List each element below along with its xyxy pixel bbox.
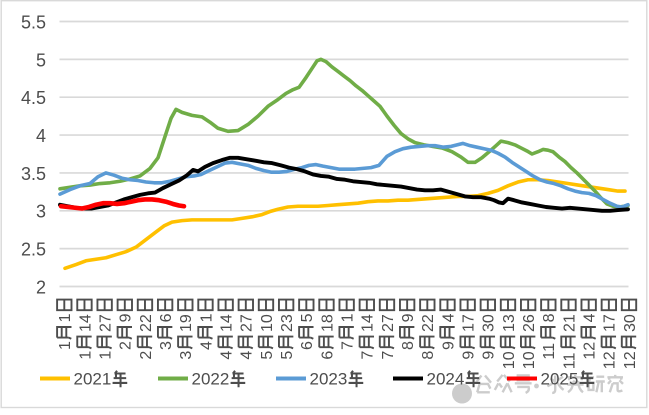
svg-text:3.5: 3.5: [21, 164, 46, 184]
svg-text:30: 30: [481, 314, 498, 332]
svg-text:3: 3: [36, 202, 46, 222]
svg-text:12: 12: [581, 342, 598, 360]
svg-text:2025: 2025: [541, 369, 579, 388]
svg-text:5: 5: [279, 351, 296, 360]
svg-text:5: 5: [259, 351, 276, 360]
svg-text:17: 17: [460, 314, 477, 332]
svg-text:12: 12: [602, 351, 619, 369]
svg-text:9: 9: [460, 351, 477, 360]
svg-text:8: 8: [420, 351, 437, 360]
svg-text:4: 4: [581, 313, 598, 322]
svg-text:7: 7: [360, 351, 377, 360]
svg-text:5: 5: [299, 313, 316, 322]
svg-text:27: 27: [239, 314, 256, 332]
svg-text:1: 1: [57, 313, 74, 322]
svg-text:1: 1: [339, 313, 356, 322]
svg-text:13: 13: [501, 314, 518, 332]
svg-text:3: 3: [158, 341, 175, 350]
svg-text:19: 19: [178, 314, 195, 332]
svg-text:4: 4: [36, 126, 46, 146]
svg-text:2.5: 2.5: [21, 240, 46, 260]
svg-text:18: 18: [319, 314, 336, 332]
svg-text:7: 7: [339, 341, 356, 350]
svg-text:4.5: 4.5: [21, 88, 46, 108]
svg-text:6: 6: [319, 351, 336, 360]
svg-text:12: 12: [622, 351, 639, 369]
svg-text:8: 8: [541, 313, 558, 322]
svg-text:1: 1: [97, 351, 114, 360]
svg-text:1: 1: [198, 313, 215, 322]
svg-text:27: 27: [97, 314, 114, 332]
svg-text:7: 7: [380, 351, 397, 360]
svg-text:4: 4: [198, 341, 215, 350]
svg-text:22: 22: [138, 314, 155, 332]
svg-text:2: 2: [118, 341, 135, 350]
svg-text:27: 27: [380, 314, 397, 332]
svg-text:11: 11: [561, 352, 578, 369]
svg-text:8: 8: [400, 341, 417, 350]
svg-text:6: 6: [299, 341, 316, 350]
svg-text:9: 9: [440, 341, 457, 350]
svg-text:22: 22: [420, 314, 437, 332]
svg-text:17: 17: [602, 314, 619, 332]
svg-text:23: 23: [279, 314, 296, 332]
svg-text:4: 4: [440, 313, 457, 322]
svg-text:10: 10: [259, 314, 276, 332]
svg-text:21: 21: [561, 314, 578, 332]
svg-text:6: 6: [158, 313, 175, 322]
svg-text:2021: 2021: [74, 369, 112, 388]
svg-text:2: 2: [36, 277, 46, 297]
svg-text:2022: 2022: [192, 369, 230, 388]
svg-text:4: 4: [239, 351, 256, 360]
svg-text:5: 5: [36, 50, 46, 70]
svg-text:9: 9: [118, 313, 135, 322]
svg-text:11: 11: [541, 343, 558, 360]
svg-text:4: 4: [218, 351, 235, 360]
svg-text:10: 10: [501, 351, 518, 369]
svg-text:30: 30: [622, 314, 639, 332]
svg-text:9: 9: [400, 313, 417, 322]
svg-text:2: 2: [138, 351, 155, 360]
svg-text:26: 26: [521, 314, 538, 332]
svg-text:3: 3: [178, 351, 195, 360]
svg-text:1: 1: [57, 341, 74, 350]
svg-text:1: 1: [77, 351, 94, 360]
svg-text:14: 14: [360, 314, 377, 332]
svg-text:2024: 2024: [427, 369, 465, 388]
svg-text:14: 14: [218, 314, 235, 332]
svg-text:14: 14: [77, 314, 94, 332]
svg-text:2023: 2023: [310, 369, 348, 388]
svg-text:9: 9: [481, 351, 498, 360]
svg-text:5.5: 5.5: [21, 12, 46, 32]
svg-text:10: 10: [521, 351, 538, 369]
